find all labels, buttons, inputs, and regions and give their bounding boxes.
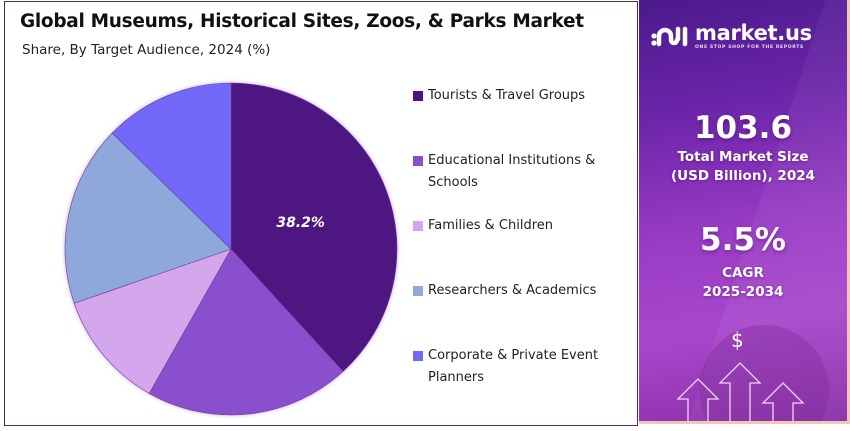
cagr-label: CAGR 2025-2034 — [702, 265, 784, 300]
pie-data-label: 38.2% — [276, 215, 325, 231]
legend-swatch — [413, 351, 423, 361]
pie-slice-corporate-private-event-planners — [111, 82, 232, 250]
background-circle — [699, 325, 829, 421]
legend-item-corporate: Corporate & Private Event Planners — [413, 346, 638, 389]
pie-slice-tourists-travel-groups — [230, 82, 398, 372]
legend-item-researchers: Researchers & Academics — [413, 281, 638, 302]
logo-tagline: ONE STOP SHOP FOR THE REPORTS — [695, 45, 804, 50]
legend-label-line2: Schools — [428, 175, 478, 190]
summary-panel: market.us ONE STOP SHOP FOR THE REPORTS … — [639, 0, 850, 424]
chart-title: Global Museums, Historical Sites, Zoos, … — [20, 11, 584, 32]
legend-label: Educational Institutions & — [428, 153, 596, 168]
brand-logo: market.us ONE STOP SHOP FOR THE REPORTS — [651, 22, 812, 50]
legend-label: Families & Children — [428, 218, 554, 233]
market-size-stat: 103.6 Total Market Size (USD Billion), 2… — [639, 110, 847, 186]
pie-slice-researchers-academics — [64, 132, 232, 304]
legend-item-tourists: Tourists & Travel Groups — [413, 86, 638, 107]
legend-swatch — [413, 156, 423, 166]
legend-swatch — [413, 91, 423, 101]
dollar-icon: $ — [731, 328, 744, 352]
legend-swatch — [413, 286, 423, 296]
chart-subtitle: Share, By Target Audience, 2024 (%) — [22, 42, 271, 58]
market-us-logo-icon — [651, 26, 688, 47]
legend-item-educational: Educational Institutions & Schools — [413, 151, 638, 194]
pie-chart: 38.2% — [60, 78, 400, 418]
market-size-label: Total Market Size (USD Billion), 2024 — [670, 149, 816, 184]
chart-panel: Global Museums, Historical Sites, Zoos, … — [4, 1, 638, 426]
cagr-value: 5.5% — [700, 222, 786, 258]
legend-label: Researchers & Academics — [428, 283, 597, 298]
pie-slice-families-children — [73, 248, 232, 394]
legend-label: Tourists & Travel Groups — [428, 88, 586, 103]
market-size-value: 103.6 — [693, 110, 793, 146]
logo-name: market.us — [695, 21, 812, 45]
legend-label: Corporate & Private Event — [428, 348, 599, 363]
cagr-stat: 5.5% CAGR 2025-2034 — [639, 222, 847, 302]
legend-label-line2: Planners — [428, 370, 485, 385]
pie-chart-svg: 38.2% — [64, 82, 398, 416]
legend-item-families: Families & Children — [413, 216, 638, 237]
growth-arrows-icon — [676, 362, 805, 421]
pie-slice-educational-institutions-schools — [148, 248, 344, 416]
legend-swatch — [413, 221, 423, 231]
